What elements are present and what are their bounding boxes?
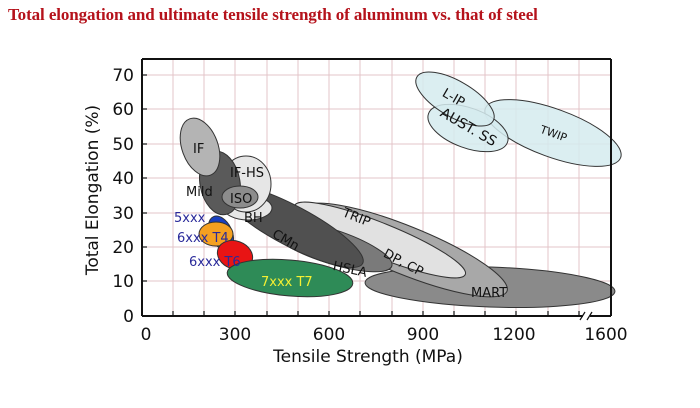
label-if-hs: IF-HS xyxy=(230,166,264,181)
y-tick-labels: 0 10 20 30 40 50 60 70 xyxy=(112,66,134,327)
svg-text:10: 10 xyxy=(112,272,134,292)
label-if: IF xyxy=(193,142,204,157)
svg-text:0: 0 xyxy=(123,307,134,327)
svg-text:900: 900 xyxy=(407,325,439,345)
svg-text:40: 40 xyxy=(112,169,134,189)
y-axis-title: Total Elongation (%) xyxy=(83,105,103,276)
steel-regions xyxy=(179,71,622,308)
region-7xxx-t7 xyxy=(226,258,354,298)
svg-text:0: 0 xyxy=(141,325,152,345)
label-hsla: HSLA xyxy=(331,259,368,281)
label-mild: Mild xyxy=(186,185,213,200)
label-6xxx-t4: 6xxx T4 xyxy=(177,231,229,246)
x-tick-labels: 0 300 600 900 1200 1600 xyxy=(141,325,628,345)
axis-break xyxy=(579,311,593,321)
y-ticks xyxy=(142,74,147,282)
x-ticks xyxy=(172,311,580,316)
svg-text:60: 60 xyxy=(112,100,134,120)
region-l-ip xyxy=(415,71,495,127)
label-5xxx: 5xxx xyxy=(174,211,206,226)
svg-text:1200: 1200 xyxy=(492,325,535,345)
label-bh: BH xyxy=(244,211,263,226)
svg-text:1600: 1600 xyxy=(584,325,627,345)
label-mart: MART xyxy=(471,286,507,301)
axes-frame xyxy=(141,58,612,317)
svg-text:300: 300 xyxy=(219,325,251,345)
svg-text:600: 600 xyxy=(313,325,345,345)
svg-text:50: 50 xyxy=(112,135,134,155)
svg-text:30: 30 xyxy=(112,204,134,224)
svg-text:20: 20 xyxy=(112,238,134,258)
region-if xyxy=(179,117,221,177)
chart-title: Total elongation and ultimate tensile st… xyxy=(8,5,538,24)
aluminum-regions xyxy=(198,215,354,298)
region-iso xyxy=(221,185,259,209)
region-6xxx-t4 xyxy=(198,221,234,247)
label-7xxx-t7: 7xxx T7 xyxy=(261,275,313,290)
label-6xxx-t6: 6xxx T6 xyxy=(189,255,241,270)
svg-text:70: 70 xyxy=(112,66,134,86)
label-iso: ISO xyxy=(230,192,252,207)
x-axis-title: Tensile Strength (MPa) xyxy=(272,347,463,367)
